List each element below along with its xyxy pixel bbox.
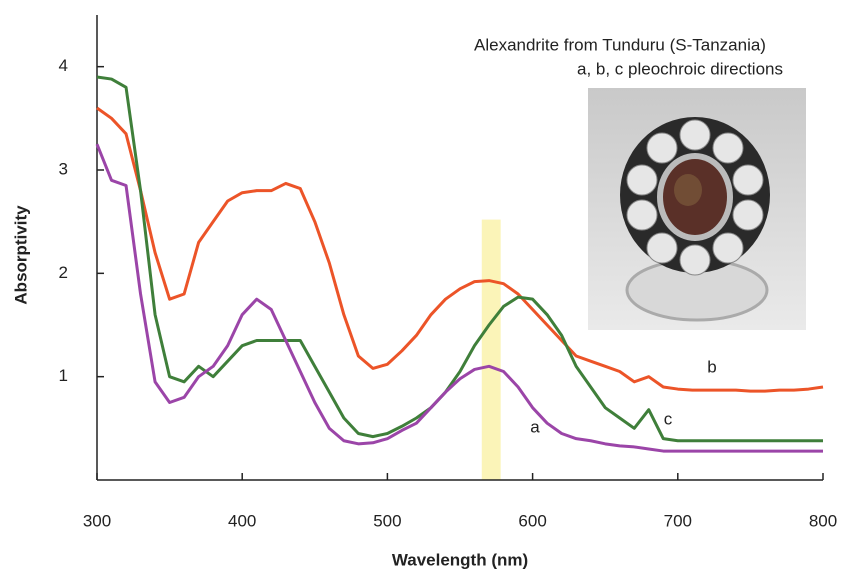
- highlight-band: [481, 219, 501, 480]
- y-tick-label: 1: [59, 366, 68, 385]
- x-tick-label: 500: [373, 511, 401, 530]
- photo: [588, 88, 806, 330]
- series-line: [96, 106, 824, 393]
- series-line: [95, 143, 823, 453]
- x-tick-label: 600: [518, 511, 546, 530]
- y-tick-label: 4: [59, 56, 68, 75]
- series-label: b: [707, 357, 716, 376]
- series-line: [96, 75, 823, 443]
- x-tick-label: 300: [83, 511, 111, 530]
- x-axis-label: Wavelength (nm): [392, 550, 528, 569]
- y-axis-label: Absorptivity: [11, 205, 30, 305]
- x-tick-label: 800: [809, 511, 837, 530]
- chart-subtitle: a, b, c pleochroic directions: [577, 59, 783, 78]
- chart-title: Alexandrite from Tunduru (S-Tanzania): [474, 35, 766, 54]
- plot-layer: 1 2 3 4 300 400 500 600 700 800 b c a: [59, 15, 837, 530]
- y-tick-label: 2: [59, 263, 68, 282]
- x-tick-label: 700: [664, 511, 692, 530]
- series-label: a: [530, 417, 540, 436]
- x-tick-label: 400: [228, 511, 256, 530]
- series-label: c: [664, 409, 673, 428]
- y-tick-label: 3: [59, 159, 68, 178]
